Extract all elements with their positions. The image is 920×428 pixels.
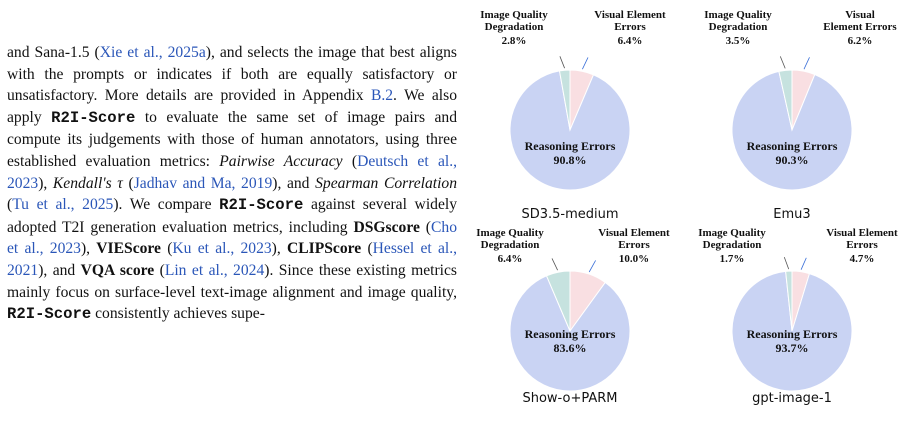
text-segment: ), and bbox=[272, 174, 316, 192]
metric-term: Spearman Correlation bbox=[315, 174, 458, 192]
slice-value-image-quality-degradation: 1.7% bbox=[720, 253, 745, 265]
slice-value-image-quality-degradation: 2.8% bbox=[502, 35, 527, 47]
text-segment: ( bbox=[154, 261, 165, 279]
pie-slice-image-quality-degradation bbox=[545, 270, 571, 332]
pie-chart-title: Show-o+PARM bbox=[522, 391, 617, 406]
citation-link[interactable]: Xie et al., 2025a bbox=[99, 44, 206, 61]
slice-label-visual-element-errors-line: Visual bbox=[845, 9, 875, 21]
text-segment: ( bbox=[419, 218, 432, 236]
text-segment: ( bbox=[122, 174, 134, 192]
metric-term: Pairwise Accuracy bbox=[219, 152, 343, 170]
slice-value-image-quality-degradation: 3.5% bbox=[726, 35, 751, 47]
slice-label-image-quality-degradation-line: Image Quality bbox=[704, 9, 772, 21]
pie-slice-image-quality-degradation bbox=[558, 69, 571, 131]
citation-link[interactable]: Lin et al., 2024 bbox=[164, 261, 265, 279]
pie-chart-figure: Reasoning Errors 90.8% Image Quality Degrad… bbox=[470, 0, 920, 428]
slice-label-image-quality-degradation-line: Degradation bbox=[709, 21, 768, 33]
text-segment: ), bbox=[271, 240, 287, 258]
pie-chart-title: Emu3 bbox=[773, 207, 810, 222]
leader-line-image-quality bbox=[559, 56, 565, 69]
text-segment: ), bbox=[38, 174, 53, 192]
metric-term: VIEScore bbox=[96, 240, 161, 258]
appendix-link[interactable]: B.2 bbox=[370, 87, 394, 105]
slice-label-image-quality-degradation-line: Degradation bbox=[481, 239, 540, 251]
slice-value-image-quality-degradation: 6.4% bbox=[498, 253, 523, 265]
body-paragraph: and Sana-1.5 (Xie et al., 2025a), and se… bbox=[7, 42, 457, 326]
text-segment: . We also apply bbox=[7, 87, 457, 126]
leader-line-visual-element bbox=[588, 260, 596, 273]
slice-label-reasoning-errors: Reasoning Errors bbox=[747, 327, 838, 341]
text-segment: ( bbox=[342, 152, 358, 170]
slice-value-reasoning-errors: 93.7% bbox=[776, 341, 809, 355]
text-segment: against several widely adopted T2I gener… bbox=[7, 196, 458, 236]
citation-link[interactable]: Cho et al., 2023 bbox=[7, 218, 458, 258]
leader-line-visual-element bbox=[800, 257, 807, 270]
text-segment: consistently achieves supe- bbox=[91, 305, 265, 323]
text-segment: ), and bbox=[38, 261, 81, 279]
pie-slice-image-quality-degradation bbox=[778, 69, 793, 131]
text-segment: and Sana-1.5 ( bbox=[7, 44, 100, 61]
leader-line-image-quality bbox=[779, 56, 786, 69]
citation-link[interactable]: Tu et al., 2025 bbox=[12, 196, 114, 214]
text-segment: ). We compare bbox=[113, 196, 220, 214]
slice-label-visual-element-errors-line: Visual Element bbox=[594, 9, 666, 21]
slice-label-visual-element-errors-line: Errors bbox=[846, 239, 878, 251]
text-segment: ( bbox=[361, 240, 373, 258]
text-segment: ), and selects the image that best align… bbox=[7, 44, 457, 105]
slice-label-image-quality-degradation-line: Image Quality bbox=[476, 227, 544, 239]
slice-label-image-quality-degradation-line: Image Quality bbox=[698, 227, 766, 239]
citation-link[interactable]: Hessel et al., 2021 bbox=[7, 240, 457, 279]
citation-link[interactable]: Jadhav and Ma, 2019 bbox=[133, 174, 273, 192]
slice-value-reasoning-errors: 90.8% bbox=[554, 153, 587, 167]
leader-line-image-quality bbox=[783, 256, 790, 270]
slice-label-reasoning-errors: Reasoning Errors bbox=[747, 139, 838, 153]
pie-slice-reasoning-errors bbox=[731, 70, 853, 191]
pie-slice-reasoning-errors bbox=[509, 275, 631, 392]
leader-line-visual-element bbox=[803, 57, 810, 70]
metric-term: CLIPScore bbox=[287, 240, 362, 258]
slice-label-reasoning-errors: Reasoning Errors bbox=[525, 327, 616, 341]
metric-name: R2I-Score bbox=[51, 108, 136, 127]
slice-value-visual-element-errors: 4.7% bbox=[850, 253, 875, 265]
citation-link[interactable]: Deutsch et al., 2023 bbox=[7, 152, 458, 192]
slice-label-visual-element-errors-line: Errors bbox=[614, 21, 646, 33]
slice-value-visual-element-errors: 6.4% bbox=[618, 35, 643, 47]
slice-value-reasoning-errors: 90.3% bbox=[776, 153, 809, 167]
pie-slice-reasoning-errors bbox=[509, 70, 631, 191]
text-segment: ), bbox=[80, 240, 97, 258]
pie-slice-image-quality-degradation bbox=[785, 270, 793, 332]
slice-label-visual-element-errors-line: Element Errors bbox=[823, 21, 897, 33]
slice-label-visual-element-errors-line: Visual Element bbox=[826, 227, 898, 239]
pie-chart-title: gpt-image-1 bbox=[752, 391, 832, 406]
slice-value-visual-element-errors: 10.0% bbox=[619, 253, 649, 265]
metric-name: R2I-Score bbox=[219, 196, 304, 215]
metric-term: DSGscore bbox=[353, 218, 420, 236]
slice-value-visual-element-errors: 6.2% bbox=[848, 35, 873, 47]
slice-label-reasoning-errors: Reasoning Errors bbox=[525, 139, 616, 153]
text-segment: ). Since these existing metrics mainly f… bbox=[7, 261, 457, 301]
citation-link[interactable]: Ku et al., 2023 bbox=[172, 240, 272, 258]
slice-label-image-quality-degradation-line: Degradation bbox=[485, 21, 544, 33]
pie-slice-reasoning-errors bbox=[731, 270, 853, 392]
metric-term: VQA score bbox=[80, 261, 155, 279]
text-segment: ( bbox=[160, 240, 173, 258]
slice-label-image-quality-degradation-line: Degradation bbox=[703, 239, 762, 251]
text-segment: ( bbox=[7, 196, 13, 214]
metric-term: Kendall's τ bbox=[52, 174, 123, 192]
slice-value-reasoning-errors: 83.6% bbox=[554, 341, 587, 355]
metric-name: R2I-Score bbox=[7, 305, 92, 324]
slice-label-visual-element-errors-line: Visual Element bbox=[598, 227, 670, 239]
leader-line-visual-element bbox=[582, 57, 589, 70]
text-segment: to evaluate the same set of image pairs … bbox=[7, 108, 457, 170]
slice-label-image-quality-degradation-line: Image Quality bbox=[480, 9, 548, 21]
leader-line-image-quality bbox=[551, 258, 558, 271]
slice-label-visual-element-errors-line: Errors bbox=[618, 239, 650, 251]
pie-chart-title: SD3.5-medium bbox=[521, 207, 618, 222]
